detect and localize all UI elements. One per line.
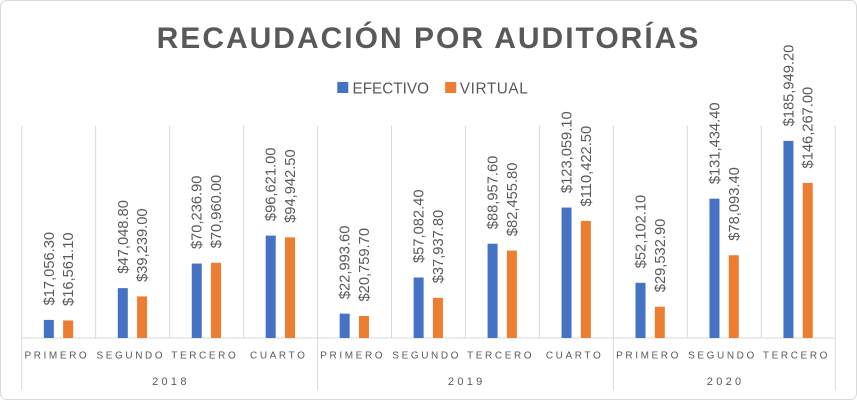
svg-text:RECAUDACIÓN POR AUDITORÍAS: RECAUDACIÓN POR AUDITORÍAS: [157, 21, 701, 55]
svg-text:TERCERO: TERCERO: [763, 351, 830, 362]
svg-text:$17,056.30: $17,056.30: [42, 232, 58, 306]
svg-text:TERCERO: TERCERO: [171, 351, 238, 362]
svg-text:$57,082.40: $57,082.40: [412, 189, 428, 263]
svg-text:EFECTIVO: EFECTIVO: [353, 81, 430, 98]
svg-text:VIRTUAL: VIRTUAL: [460, 81, 529, 98]
svg-text:$146,267.00: $146,267.00: [801, 87, 817, 169]
svg-text:$16,561.10: $16,561.10: [61, 232, 77, 306]
svg-text:$39,239.00: $39,239.00: [135, 208, 151, 282]
svg-text:TERCERO: TERCERO: [467, 351, 534, 362]
svg-text:$78,093.40: $78,093.40: [727, 167, 743, 241]
svg-text:SEGUNDO: SEGUNDO: [96, 351, 165, 362]
svg-text:$70,960.00: $70,960.00: [209, 175, 225, 249]
svg-text:$20,759.70: $20,759.70: [357, 228, 373, 302]
svg-text:PRIMERO: PRIMERO: [320, 351, 385, 362]
svg-text:$110,422.50: $110,422.50: [579, 126, 595, 207]
svg-text:$123,059.10: $123,059.10: [560, 111, 576, 193]
svg-text:CUARTO: CUARTO: [250, 351, 307, 362]
svg-text:$47,048.80: $47,048.80: [116, 200, 132, 274]
svg-text:$131,434.40: $131,434.40: [707, 102, 723, 184]
svg-text:$88,957.60: $88,957.60: [486, 156, 502, 230]
svg-text:$70,236.90: $70,236.90: [190, 176, 206, 250]
svg-text:CUARTO: CUARTO: [546, 351, 603, 362]
svg-text:2019: 2019: [448, 376, 486, 388]
svg-text:2020: 2020: [707, 376, 745, 388]
svg-text:SEGUNDO: SEGUNDO: [392, 351, 461, 362]
svg-text:$185,949.20: $185,949.20: [781, 45, 797, 127]
svg-text:$29,532.90: $29,532.90: [653, 219, 669, 293]
svg-text:$22,993.60: $22,993.60: [338, 226, 354, 300]
svg-text:$96,621.00: $96,621.00: [264, 148, 280, 222]
svg-text:$82,455.80: $82,455.80: [505, 163, 521, 237]
svg-text:$94,942.50: $94,942.50: [283, 149, 299, 223]
svg-text:$52,102.10: $52,102.10: [634, 195, 650, 269]
svg-text:PRIMERO: PRIMERO: [616, 351, 681, 362]
svg-text:SEGUNDO: SEGUNDO: [688, 351, 757, 362]
svg-text:PRIMERO: PRIMERO: [24, 351, 89, 362]
svg-text:$37,937.80: $37,937.80: [431, 210, 447, 284]
svg-text:2018: 2018: [152, 376, 190, 388]
